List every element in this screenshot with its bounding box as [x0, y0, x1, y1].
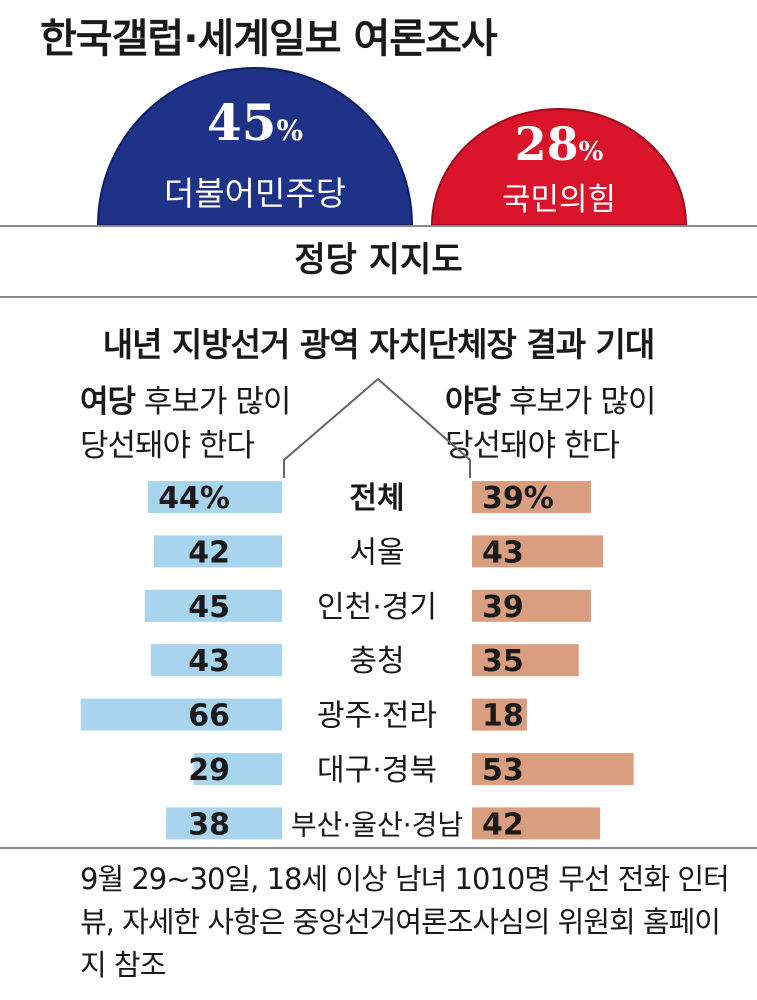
- bar-ruling-6: [166, 807, 282, 840]
- bar-opposition-4: [472, 698, 527, 731]
- legend-opposition-rest: 후보가 많이: [500, 384, 656, 420]
- bar-opposition-6: [472, 807, 601, 840]
- value-label-opposition-1: 43: [482, 535, 524, 570]
- category-label-4: 광주·전라: [317, 699, 437, 734]
- bar-ruling-4: [80, 698, 282, 731]
- party-value-democratic: 45%: [207, 93, 303, 152]
- value-label-opposition-3: 35: [482, 644, 524, 679]
- bar-opposition-1: [472, 535, 604, 568]
- category-label-2: 인천·경기: [317, 590, 437, 625]
- legend-ruling-line2: 당선돼야 한다: [80, 428, 255, 464]
- party-name-democratic: 더불어민주당: [164, 174, 346, 213]
- legend-opposition-line2: 당선돼야 한다: [445, 428, 620, 464]
- bar-opposition-3: [472, 644, 579, 677]
- value-label-ruling-5: 29: [188, 753, 230, 788]
- bar-ruling-1: [153, 535, 282, 568]
- bar-ruling-2: [144, 589, 282, 622]
- value-label-opposition-2: 39: [482, 590, 524, 625]
- page-title: 한국갤럽·세계일보 여론조사: [40, 16, 498, 62]
- bar-opposition-0: [472, 481, 591, 513]
- divider-middle: [0, 296, 757, 298]
- value-label-opposition-6: 42: [482, 807, 524, 842]
- party-dome-democratic: [96, 67, 414, 226]
- footnote: 9월 29~30일, 18세 이상 남녀 1010명 무선 전화 인터뷰, 자세…: [80, 862, 730, 982]
- category-label-6: 부산·울산·경남: [291, 808, 463, 841]
- bar-ruling-0: [147, 481, 282, 513]
- legend-opposition: 야당 후보가 많이 당선돼야 한다: [445, 380, 656, 468]
- value-label-opposition-5: 53: [482, 753, 524, 788]
- value-label-ruling-6: 38: [188, 807, 230, 842]
- bar-ruling-5: [193, 753, 282, 785]
- legend-ruling: 여당 후보가 많이 당선돼야 한다: [80, 380, 291, 468]
- bar-ruling-3: [150, 644, 282, 677]
- party-name-ppp: 국민의힘: [502, 182, 616, 218]
- divider-top: [0, 225, 757, 227]
- party-support-label: 정당 지지도: [294, 240, 463, 280]
- value-label-opposition-0: 39%: [482, 481, 554, 516]
- chart-title: 내년 지방선거 광역 자치단체장 결과 기대: [102, 325, 656, 364]
- bar-opposition-2: [472, 589, 591, 622]
- value-label-opposition-4: 18: [482, 699, 524, 734]
- party-dome-ppp: [430, 108, 688, 226]
- value-label-ruling-4: 66: [188, 699, 230, 734]
- value-label-ruling-1: 42: [188, 535, 230, 570]
- party-value-ppp: 28%: [515, 117, 604, 171]
- value-label-ruling-0: 44%: [158, 481, 230, 516]
- legend-ruling-bold: 여당: [80, 384, 136, 420]
- category-label-1: 서울: [349, 535, 404, 570]
- legend-ruling-rest: 후보가 많이: [135, 384, 291, 420]
- value-label-ruling-3: 43: [188, 644, 230, 679]
- category-label-3: 충청: [349, 644, 404, 679]
- bar-opposition-5: [472, 753, 634, 785]
- category-label-5: 대구·경북: [317, 753, 437, 788]
- category-label-0: 전체: [349, 481, 404, 516]
- party-support-chart: 45% 더불어민주당 28% 국민의힘: [96, 67, 688, 226]
- value-label-ruling-2: 45: [188, 590, 230, 625]
